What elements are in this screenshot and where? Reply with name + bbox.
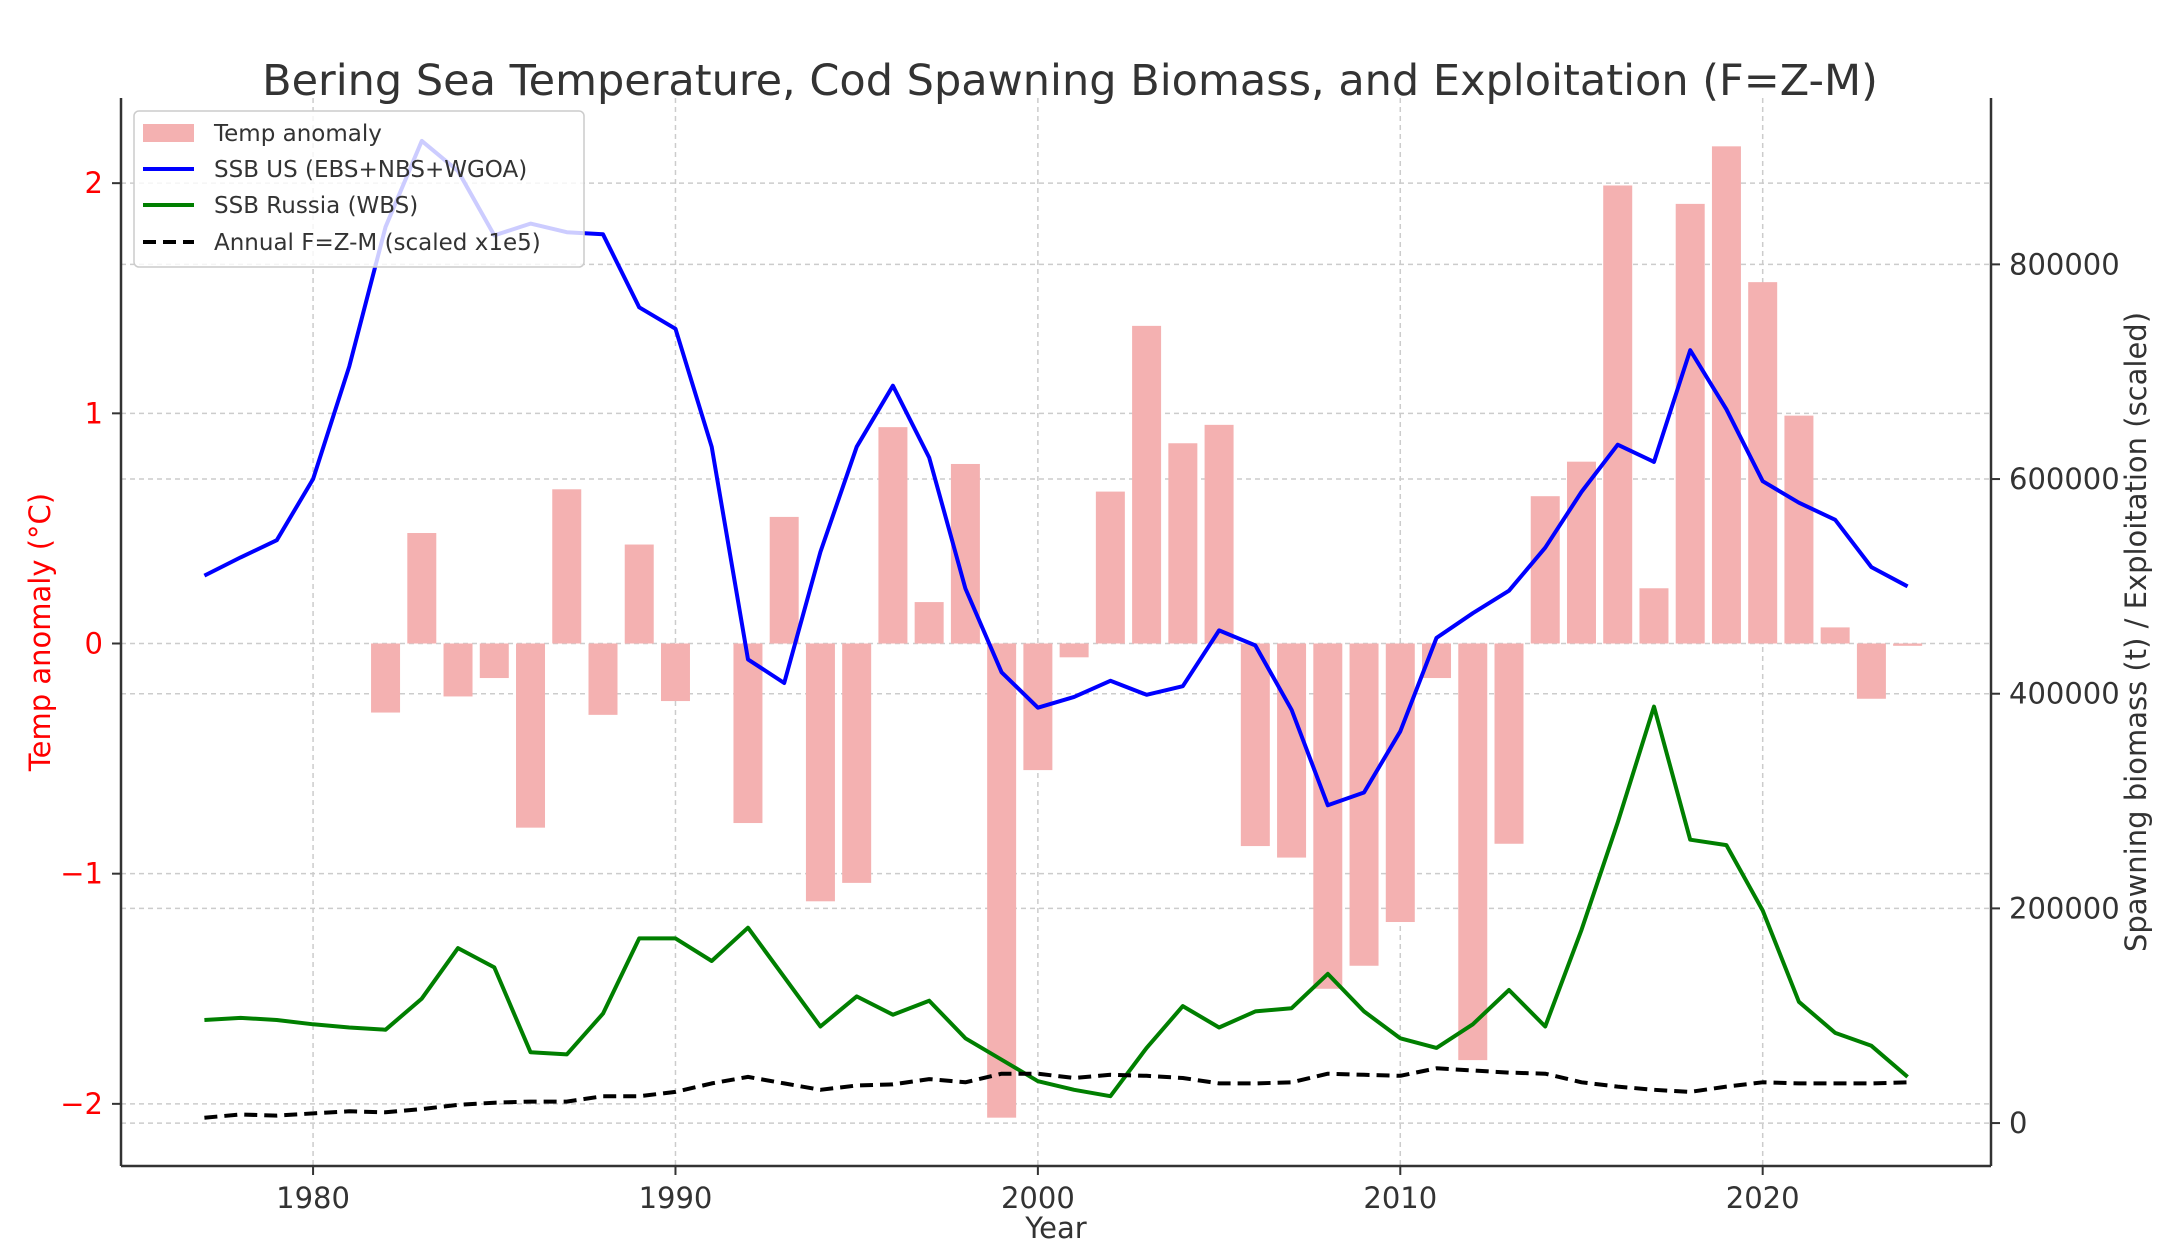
temp-bar-2007 <box>1277 643 1307 858</box>
legend-label-ssb-russia: SSB Russia (WBS) <box>214 193 418 219</box>
legend-label-f-scaled: Annual F=Z-M (scaled x1e5) <box>214 230 541 256</box>
right-tick-label-0: 0 <box>2009 1106 2027 1140</box>
temp-bar-2013 <box>1494 643 1524 844</box>
temp-bar-1988 <box>588 643 618 715</box>
left-tick-label-4: 2 <box>85 166 103 200</box>
temp-bar-1999 <box>987 643 1017 1118</box>
temp-bar-2003 <box>1132 325 1162 644</box>
temp-bar-2023 <box>1856 643 1886 699</box>
temp-bar-1990 <box>660 643 690 702</box>
temp-bar-1995 <box>842 643 872 883</box>
left-axis-label: Temp anomaly (°C) <box>23 493 57 772</box>
right-tick-label-4: 800000 <box>2009 247 2120 281</box>
temp-bar-2018 <box>1675 203 1705 644</box>
temp-bar-2022 <box>1820 627 1850 644</box>
right-tick-label-3: 600000 <box>2009 462 2120 496</box>
x-tick-label-1980: 1980 <box>276 1181 350 1215</box>
left-tick-label-3: 1 <box>85 396 103 430</box>
temp-bar-2002 <box>1095 491 1125 644</box>
axes <box>119 98 1993 1168</box>
temp-bar-2016 <box>1603 185 1633 644</box>
right-tick-label-2: 400000 <box>2009 677 2120 711</box>
temp-bar-1996 <box>878 427 908 644</box>
right-tick-label-1: 200000 <box>2009 891 2120 925</box>
temp-bar-2005 <box>1204 424 1234 644</box>
x-tick-label-1990: 1990 <box>639 1181 713 1215</box>
temp-anomaly-bars <box>371 146 1923 1118</box>
temp-bar-2009 <box>1349 643 1379 966</box>
right-axis-ticks: 0 200000 400000 600000 800000 <box>1991 247 2120 1140</box>
temp-bar-1986 <box>516 643 546 828</box>
temp-bar-2004 <box>1168 443 1198 644</box>
temp-bar-2006 <box>1240 643 1270 847</box>
x-tick-label-2000: 2000 <box>1001 1181 1075 1215</box>
right-axis-label: Spawning biomass (t) / Exploitation (sca… <box>2119 312 2153 952</box>
x-axis-label: Year <box>1024 1211 1086 1245</box>
temp-bar-2014 <box>1530 496 1560 644</box>
left-tick-label-2: 0 <box>85 627 103 661</box>
legend: Temp anomaly SSB US (EBS+NBS+WGOA) SSB R… <box>133 110 585 268</box>
temp-bar-2008 <box>1313 643 1343 989</box>
left-tick-label-0: −2 <box>60 1087 103 1121</box>
temp-bar-2021 <box>1784 415 1814 644</box>
temp-bar-1992 <box>733 643 763 824</box>
temp-bar-1982 <box>371 643 401 713</box>
x-tick-label-2020: 2020 <box>1726 1181 1800 1215</box>
temp-bar-1989 <box>624 544 654 644</box>
legend-label-ssb-us: SSB US (EBS+NBS+WGOA) <box>214 157 527 183</box>
ssb-russia-line <box>204 704 1909 1099</box>
legend-frame <box>133 110 585 268</box>
temp-bar-2010 <box>1385 643 1415 923</box>
legend-label-temp-anomaly: Temp anomaly <box>213 121 382 147</box>
temp-bar-1985 <box>479 643 509 679</box>
x-tick-label-2010: 2010 <box>1363 1181 1437 1215</box>
x-axis-ticks: 1980 1990 2000 2010 2020 <box>276 1166 1800 1215</box>
chart-title: Bering Sea Temperature, Cod Spawning Bio… <box>262 56 1878 106</box>
temp-bar-1984 <box>443 643 473 697</box>
temp-bar-1997 <box>914 602 944 644</box>
f-scaled-line <box>204 1066 1908 1120</box>
left-axis-ticks: −2 −1 0 1 2 <box>60 166 121 1121</box>
temp-bar-1994 <box>805 643 835 902</box>
temp-bar-2017 <box>1639 588 1669 644</box>
temp-bar-2001 <box>1059 643 1089 658</box>
temp-bar-2012 <box>1458 643 1488 1061</box>
temp-bar-1983 <box>407 533 437 644</box>
temp-bar-2024 <box>1893 643 1923 646</box>
temp-bar-1987 <box>552 489 582 644</box>
legend-swatch-temp-anomaly <box>143 124 194 142</box>
temp-bar-1993 <box>769 516 799 644</box>
left-tick-label-1: −1 <box>60 857 103 891</box>
